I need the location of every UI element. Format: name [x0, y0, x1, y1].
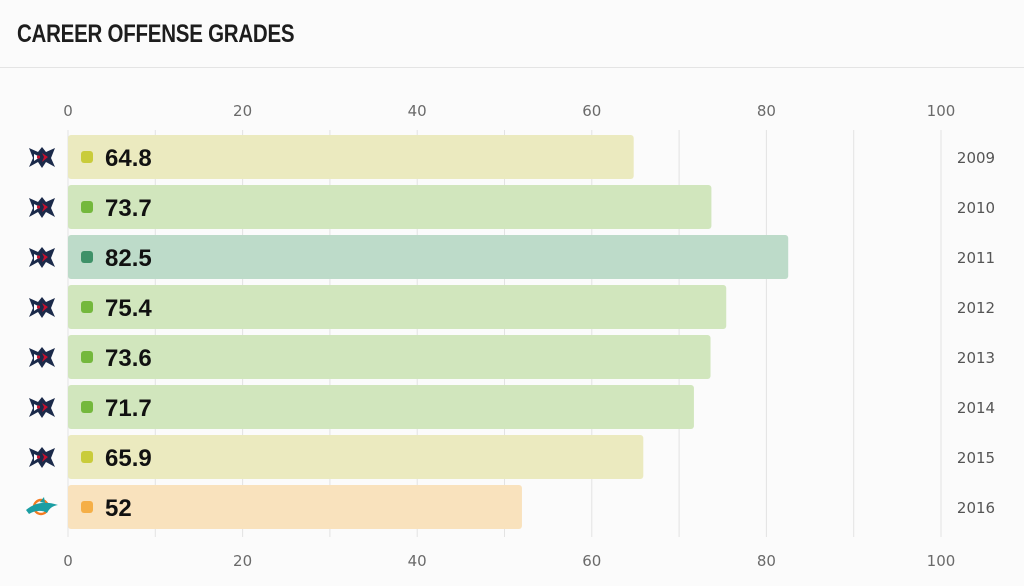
grade-marker: [81, 251, 93, 263]
x-tick-label-top: 80: [757, 102, 776, 120]
bar: [68, 235, 789, 279]
value-label: 52: [105, 495, 132, 522]
grade-marker: [81, 201, 93, 213]
x-tick-label-bottom: 100: [927, 552, 956, 570]
dolphins-logo-icon: [26, 497, 58, 516]
year-label: 2009: [957, 149, 995, 167]
value-label: 64.8: [105, 145, 152, 172]
value-label: 73.6: [105, 345, 152, 372]
bar: [68, 285, 727, 329]
texans-logo-icon: [29, 447, 55, 468]
year-label: 2012: [957, 299, 995, 317]
bar: [68, 135, 634, 179]
texans-logo-icon: [29, 197, 55, 218]
year-label: 2015: [957, 449, 995, 467]
grade-marker: [81, 501, 93, 513]
grade-marker: [81, 301, 93, 313]
bar: [68, 385, 694, 429]
x-tick-label-top: 60: [582, 102, 601, 120]
x-tick-label-bottom: 40: [408, 552, 427, 570]
texans-logo-icon: [29, 247, 55, 268]
value-label: 82.5: [105, 245, 152, 272]
bar: [68, 335, 711, 379]
texans-logo-icon: [29, 347, 55, 368]
grade-marker: [81, 351, 93, 363]
value-label: 65.9: [105, 445, 152, 472]
bar: [68, 485, 522, 529]
x-tick-label-bottom: 20: [233, 552, 252, 570]
x-tick-label-bottom: 60: [582, 552, 601, 570]
texans-logo-icon: [29, 297, 55, 318]
grade-marker: [81, 401, 93, 413]
x-tick-label-top: 20: [233, 102, 252, 120]
year-label: 2010: [957, 199, 995, 217]
x-tick-label-bottom: 80: [757, 552, 776, 570]
grade-marker: [81, 151, 93, 163]
chart-title: CAREER OFFENSE GRADES: [17, 20, 295, 48]
x-tick-label-bottom: 0: [63, 552, 73, 570]
year-label: 2016: [957, 499, 995, 517]
x-tick-label-top: 100: [927, 102, 956, 120]
value-label: 75.4: [105, 295, 152, 322]
year-label: 2011: [957, 249, 995, 267]
texans-logo-icon: [29, 147, 55, 168]
x-tick-label-top: 0: [63, 102, 73, 120]
value-label: 73.7: [105, 195, 152, 222]
bar: [68, 435, 644, 479]
chart-header: CAREER OFFENSE GRADES: [0, 0, 1024, 68]
x-tick-label-top: 40: [408, 102, 427, 120]
bar: [68, 185, 712, 229]
texans-logo-icon: [29, 397, 55, 418]
year-label: 2013: [957, 349, 995, 367]
year-label: 2014: [957, 399, 995, 417]
grade-marker: [81, 451, 93, 463]
value-label: 71.7: [105, 395, 152, 422]
